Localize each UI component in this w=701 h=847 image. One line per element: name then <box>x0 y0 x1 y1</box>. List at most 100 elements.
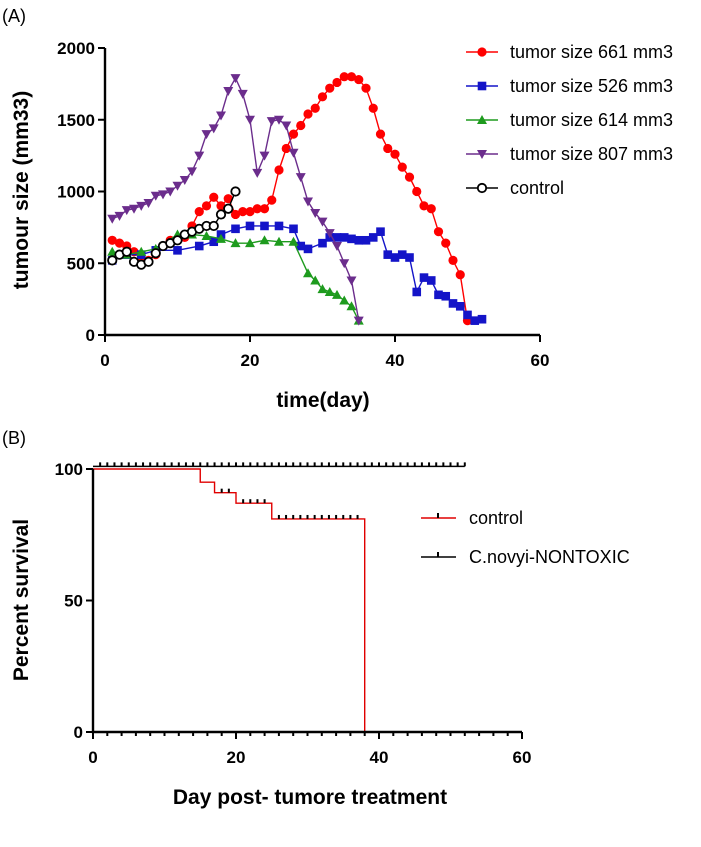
panel-label-b: (B) <box>2 428 26 448</box>
panel-a-series-0-point <box>114 238 125 248</box>
panel-a-series-2-point <box>332 289 342 299</box>
panel-a-series-0-point <box>259 204 270 214</box>
panel-a-series-0-point <box>390 149 400 159</box>
panel-a-y-tick-label: 500 <box>67 254 95 273</box>
panel-a-series-2-point <box>274 236 284 246</box>
panel-b-x-axis-title: Day post- tumore treatment <box>173 786 447 809</box>
panel-a-axes: 0 500 1000 1500 2000 0 20 40 60 <box>57 39 549 370</box>
panel-a-series-0-point <box>368 103 378 113</box>
panel-a-series-1-point <box>477 314 487 324</box>
panel-a-series-0-point <box>281 143 291 154</box>
panel-a-series-3-point <box>172 181 183 191</box>
panel-a-series-1-point <box>339 233 349 242</box>
panel-a-x-tick-label: 20 <box>241 351 260 370</box>
panel-a-series-0-point <box>267 195 277 205</box>
panel-a-series-2-point <box>317 284 328 294</box>
panel-a: (A) 0 500 1000 1500 2000 0 20 40 60 tumour size … <box>2 6 673 412</box>
panel-b-axis-lines <box>91 469 522 734</box>
panel-a-series-1-point <box>405 253 414 262</box>
panel-b-y-tick-label: 100 <box>55 460 83 479</box>
panel-a-x-tick-label: 0 <box>100 351 109 370</box>
panel-label-a: (A) <box>2 6 26 26</box>
panel-a-series-3-point <box>346 276 357 286</box>
panel-a-legend-marker-3 <box>477 150 487 159</box>
panel-a-legend-marker-4 <box>476 182 488 194</box>
panel-b-x-tick-label: 20 <box>227 748 246 767</box>
panel-a-series-0-point <box>303 109 313 119</box>
panel-a-series-0-point <box>230 209 241 220</box>
panel-a-series-3-point <box>187 167 197 177</box>
panel-a-series-3-point <box>332 242 342 252</box>
panel-a-series-line-2 <box>112 233 360 321</box>
panel-a-series-1-point <box>209 237 219 247</box>
panel-a-series-1-point <box>332 233 342 242</box>
panel-a-legend-label-2: tumor size 614 mm3 <box>510 110 673 130</box>
panel-a-x-tick-label: 60 <box>531 351 550 370</box>
panel-a-series-3-point <box>295 173 306 183</box>
panel-a-series-3-point <box>266 117 277 127</box>
panel-a-y-tick-label: 1000 <box>57 183 95 202</box>
panel-a-series-2-point <box>303 268 313 278</box>
panel-a-series-0-point <box>404 172 415 182</box>
panel-a-series-3-point <box>317 217 328 227</box>
panel-a-series-0-point <box>252 204 262 214</box>
panel-a-series-3-point <box>136 201 147 211</box>
panel-a-legend-label-1: tumor size 526 mm3 <box>510 76 673 96</box>
panel-a-series-0-point <box>317 92 328 102</box>
panel-a-series-2-point <box>201 230 212 240</box>
panel-a-series-1-point <box>455 302 465 311</box>
panel-a-series-4-point <box>121 246 132 257</box>
panel-a-series-0-point <box>441 238 451 248</box>
panel-a-y-tick-label: 0 <box>86 326 95 345</box>
panel-a-series-4-point <box>223 203 234 214</box>
panel-a-series-3-point <box>230 74 241 84</box>
panel-a-series-3-point <box>165 187 176 197</box>
panel-a-legend-marker-1 <box>477 81 487 91</box>
panel-a-series-1-point <box>173 246 182 255</box>
panel-a-series-2-point <box>310 275 321 285</box>
panel-b-x-tick-label: 60 <box>513 748 532 767</box>
panel-a-series-4-point <box>172 235 183 246</box>
panel-a-series-3-point <box>143 198 154 208</box>
panel-a-series-2-point <box>346 301 357 311</box>
panel-a-y-tick-label: 2000 <box>57 39 95 58</box>
panel-a-series-3-point <box>353 316 364 326</box>
panel-a-series-1-point <box>245 221 255 231</box>
panel-a-series-1-point <box>376 227 385 236</box>
panel-a-legend-marker-2 <box>477 115 487 124</box>
panel-a-series-1-point <box>397 250 407 259</box>
panel-a-series-0-point <box>201 201 212 211</box>
panel-a-series-1-point <box>347 234 356 244</box>
panel-a-series-0-point <box>455 270 465 280</box>
panel-a-series-1-point <box>448 299 458 308</box>
panel-a-series-2-point <box>230 238 241 248</box>
panel-a-series-4-point <box>143 256 154 267</box>
panel-a-legend-label-4: control <box>510 178 564 198</box>
panel-a-series-0-point <box>383 143 393 154</box>
panel-b-x-tick-label: 40 <box>370 748 389 767</box>
panel-b-legend-label-1: C.novyi-NONTOXIC <box>469 547 630 567</box>
panel-a-series <box>107 72 487 326</box>
panel-a-series-1-point <box>434 290 443 300</box>
panel-a-series-4-point <box>107 255 118 266</box>
panel-b-series-line-0 <box>93 468 366 732</box>
panel-a-series-0-point <box>274 165 284 175</box>
panel-a-series-1-point <box>426 276 436 285</box>
panel-a-legend-label-3: tumor size 807 mm3 <box>510 144 673 164</box>
panel-a-series-1-point <box>318 238 327 248</box>
panel-a-series-0-point <box>325 83 335 93</box>
panel-a-series-3-point <box>324 229 335 239</box>
panel-a-series-0-point <box>245 206 255 217</box>
panel-b-y-axis-title: Percent survival <box>10 519 33 681</box>
panel-a-series-3-point <box>252 168 263 178</box>
panel-a-series-3-point <box>129 204 139 214</box>
panel-a-series-1-point <box>441 291 451 301</box>
panel-a-series-1-point <box>470 316 480 325</box>
panel-a-series-0-point <box>354 74 364 85</box>
panel-a-series-3-point <box>201 130 212 140</box>
panel-a-series-0-point <box>107 235 117 245</box>
panel-a-series-3-point <box>114 211 125 221</box>
panel-a-series-0-point <box>375 129 386 139</box>
panel-a-series-0-point <box>332 77 342 88</box>
